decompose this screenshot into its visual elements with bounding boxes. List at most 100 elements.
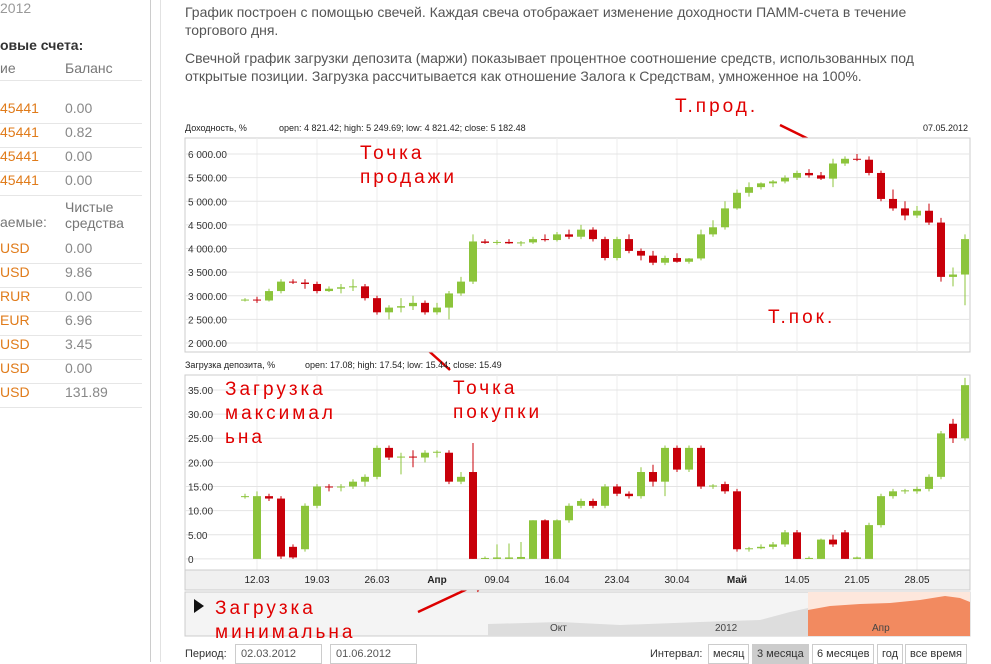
candle-body	[493, 557, 501, 559]
row: USD 0.00	[0, 240, 142, 264]
candle-body	[553, 234, 561, 241]
candle-body	[745, 187, 753, 193]
row: USD 3.45	[0, 336, 142, 360]
x-tick-label: 23.04	[604, 575, 629, 586]
candle-body	[901, 208, 909, 216]
y-tick-label: 20.00	[188, 458, 213, 469]
candle-body	[937, 222, 945, 277]
interval-button[interactable]: 3 месяца	[752, 644, 809, 664]
candle-body	[445, 293, 453, 308]
y-tick-label: 0	[188, 555, 194, 566]
period-label: Период:	[185, 648, 227, 660]
row: USD 131.89	[0, 384, 142, 408]
row: 45441 0.00	[0, 148, 142, 172]
plot-area	[184, 137, 971, 353]
cell: 45441	[0, 148, 39, 164]
candle-body	[697, 447, 705, 487]
row: USD 9.86	[0, 264, 142, 288]
x-tick-label: 26.03	[364, 575, 389, 586]
x-tick-label: 28.05	[904, 575, 929, 586]
description: График построен с помощью свечей. Каждая…	[185, 4, 907, 38]
candle-body	[841, 158, 849, 164]
candle-body	[829, 539, 837, 545]
y-tick-label: 35.00	[188, 386, 213, 397]
interval-button[interactable]: месяц	[708, 644, 750, 664]
candle-body	[601, 239, 609, 258]
candle-body	[769, 181, 777, 184]
play-button[interactable]	[194, 599, 204, 613]
cell: 0.00	[65, 240, 93, 256]
annotation: Загрузка	[215, 598, 316, 619]
candle-body	[565, 505, 573, 521]
candle-body	[301, 505, 309, 550]
annotation: Точка	[360, 143, 424, 164]
candle-body	[841, 532, 849, 559]
candle-body	[925, 210, 933, 223]
candle-body	[265, 291, 273, 301]
candle-body	[649, 472, 657, 482]
candle-body	[517, 556, 525, 559]
date-to[interactable]: 01.06.2012	[330, 644, 417, 664]
candle-body	[805, 557, 813, 559]
candle-body	[949, 423, 957, 439]
candle-body	[409, 302, 417, 307]
candle-body	[685, 258, 693, 262]
candle-body	[433, 451, 441, 453]
y-tick-label: 4 000.00	[188, 245, 227, 256]
cell: 9.86	[65, 264, 93, 280]
candle-body	[673, 447, 681, 470]
candle-body	[541, 239, 549, 241]
candle-body	[265, 496, 273, 499]
candle-body	[253, 496, 261, 559]
y-tick-label: 4 500.00	[188, 221, 227, 232]
cell: USD	[0, 360, 30, 376]
col-header: ие	[0, 60, 16, 76]
cell: 0.00	[65, 288, 93, 304]
y-tick-label: 2 000.00	[188, 339, 227, 350]
candle-body	[865, 159, 873, 173]
x-tick-label: 21.05	[844, 575, 869, 586]
interval-button[interactable]: 6 месяцев	[812, 644, 875, 664]
y-tick-label: 3 500.00	[188, 268, 227, 279]
cell: 131.89	[65, 384, 108, 400]
cell: 45441	[0, 124, 39, 140]
candle-body	[361, 286, 369, 299]
candle-body	[385, 447, 393, 458]
navigator-label: Окт	[550, 623, 567, 634]
candle-body	[949, 274, 957, 277]
candle-body	[961, 385, 969, 439]
candle-body	[553, 520, 561, 559]
x-tick-label: Май	[727, 575, 747, 586]
interval-button[interactable]: все время	[905, 644, 967, 664]
navigator-label: 2012	[715, 623, 738, 634]
candle-body	[601, 486, 609, 506]
annotation: ьна	[225, 427, 265, 448]
x-axis-band	[184, 569, 971, 591]
candle-body	[505, 557, 513, 559]
divider	[0, 80, 142, 81]
candle-body	[637, 250, 645, 256]
cell: 45441	[0, 100, 39, 116]
candle-body	[721, 484, 729, 492]
y-tick-label: 10.00	[188, 507, 213, 518]
annotation: минимальна	[215, 622, 355, 643]
candle-body	[481, 241, 489, 243]
annotation: Загрузка	[225, 379, 326, 400]
candle-body	[937, 433, 945, 477]
candle-body	[313, 283, 321, 292]
candle-body	[589, 229, 597, 240]
x-tick-label: 30.04	[664, 575, 689, 586]
year: 2012	[0, 0, 32, 16]
interval-button[interactable]: год	[877, 644, 904, 664]
candle-body	[289, 546, 297, 558]
candle-body	[277, 498, 285, 557]
chart-title: Доходность, %	[185, 123, 247, 133]
candle-body	[901, 490, 909, 492]
candle-body	[757, 546, 765, 549]
date-from[interactable]: 02.03.2012	[235, 644, 322, 664]
candle-body	[457, 476, 465, 482]
candle-body	[817, 539, 825, 559]
candle-body	[853, 158, 861, 160]
candle-body	[457, 281, 465, 294]
candle-body	[625, 239, 633, 251]
